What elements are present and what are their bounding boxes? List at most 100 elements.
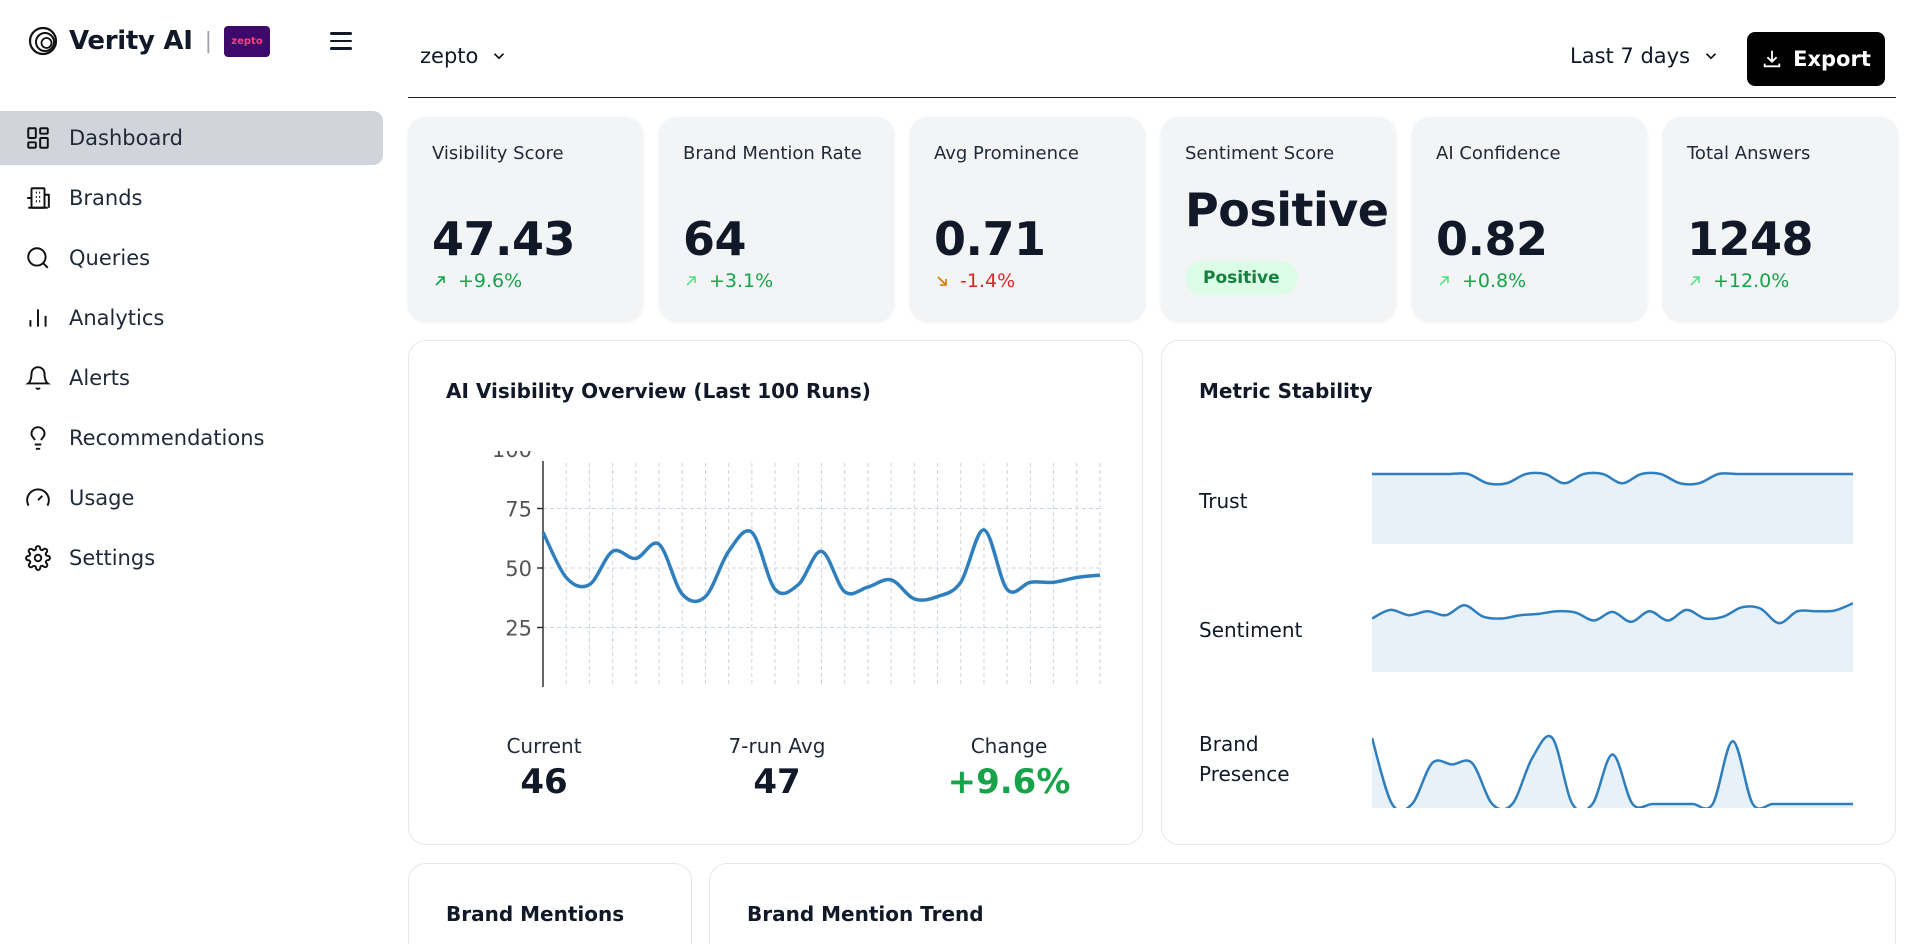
brand-select[interactable]: zepto <box>420 44 508 68</box>
export-button[interactable]: Export <box>1747 32 1885 86</box>
summary-avg: 7-run Avg 47 <box>677 734 877 802</box>
stat-label: Visibility Score <box>432 143 564 164</box>
summary-label: Current <box>506 734 582 758</box>
sidebar: Verity AI | zepto Dashboard Brands Queri… <box>0 0 396 944</box>
stat-value: 0.71 <box>934 212 1046 266</box>
bar-chart-icon <box>29 309 47 327</box>
y-tick-label: 100 <box>492 451 532 462</box>
chevron-down-icon <box>494 53 505 60</box>
sparkline-line <box>1372 471 1853 486</box>
sidebar-item-alerts[interactable]: Alerts <box>0 351 383 405</box>
summary-label: Change <box>970 734 1048 758</box>
stat-value: 47.43 <box>432 212 576 266</box>
sidebar-item-analytics[interactable]: Analytics <box>0 291 383 345</box>
series-line <box>541 528 1101 604</box>
arrow-up-right-icon <box>1439 276 1449 286</box>
export-label: Export <box>1793 47 1871 71</box>
stat-label: AI Confidence <box>1436 143 1561 164</box>
sidebar-item-label: Queries <box>69 246 151 270</box>
sentiment-badge: Positive <box>1185 261 1298 295</box>
stat-change-value: +9.6% <box>458 270 523 292</box>
app-name: Verity AI <box>69 26 193 56</box>
summary-label: 7-run Avg <box>728 734 826 758</box>
summary-value: 47 <box>753 762 801 802</box>
stat-label: Brand Mention Rate <box>683 143 862 164</box>
logo[interactable]: Verity AI | zepto <box>28 24 271 58</box>
y-tick-label: 75 <box>505 498 532 522</box>
stat-change-value: +0.8% <box>1462 270 1527 292</box>
metric-label-trust: Trust <box>1199 489 1248 513</box>
sidebar-item-settings[interactable]: Settings <box>0 531 383 585</box>
chevron-down-icon <box>1705 53 1717 60</box>
gauge-icon <box>26 488 50 507</box>
metric-label-brand-presence: Brand Presence <box>1199 732 1290 786</box>
stat-card-ai-confidence: AI Confidence 0.82 +0.8% <box>1412 117 1647 321</box>
stat-card-avg-prominence: Avg Prominence 0.71 -1.4% <box>910 117 1145 321</box>
sidebar-item-usage[interactable]: Usage <box>0 471 383 525</box>
search-icon <box>27 247 49 269</box>
panel-title: AI Visibility Overview (Last 100 Runs) <box>446 379 871 403</box>
stat-value: 0.82 <box>1436 212 1548 266</box>
date-range-value: Last 7 days <box>1570 44 1691 68</box>
date-range-select[interactable]: Last 7 days <box>1570 44 1720 68</box>
summary-value: 46 <box>520 762 568 802</box>
summary-current: Current 46 <box>444 734 644 802</box>
stat-label: Avg Prominence <box>934 143 1080 164</box>
stat-label: Sentiment Score <box>1185 143 1335 164</box>
verity-logo-icon <box>28 26 58 56</box>
gear-icon <box>25 545 51 571</box>
arrow-down-right-icon <box>937 276 947 286</box>
panel-title: Brand Mention Trend <box>747 902 984 926</box>
stat-change-value: -1.4% <box>960 270 1016 292</box>
brand-select-value: zepto <box>420 44 479 68</box>
sidebar-item-label: Dashboard <box>69 126 183 150</box>
logo-separator: | <box>204 28 213 54</box>
chart-grid <box>542 463 1101 687</box>
sidebar-nav: Dashboard Brands Queries Analytics Alert… <box>0 111 383 591</box>
brand-presence-sparkline <box>1372 734 1853 808</box>
arrow-up-right-icon <box>435 276 445 286</box>
stat-card-brand-mention-rate: Brand Mention Rate 64 +3.1% <box>659 117 894 321</box>
top-bar: zepto Last 7 days Export <box>408 24 1896 98</box>
sparkline-line <box>1372 602 1853 625</box>
stat-change: +0.8% <box>1436 270 1526 292</box>
dashboard-icon <box>27 127 49 149</box>
sidebar-item-dashboard[interactable]: Dashboard <box>0 111 383 165</box>
sparkline-area <box>1372 472 1853 544</box>
sidebar-item-label: Brands <box>69 186 143 210</box>
y-tick-label: 25 <box>505 617 532 641</box>
stat-value: 64 <box>683 212 747 266</box>
panel-title: Metric Stability <box>1199 379 1373 403</box>
sentiment-sparkline <box>1372 602 1853 672</box>
panel-title: Brand Mentions <box>446 902 625 926</box>
brand-mention-trend-panel: Brand Mention Trend <box>709 863 1896 944</box>
sidebar-item-label: Settings <box>69 546 156 570</box>
summary-value: +9.6% <box>947 762 1071 802</box>
stat-change: +12.0% <box>1687 270 1789 292</box>
menu-toggle-icon[interactable] <box>330 26 360 56</box>
stat-change-value: +12.0% <box>1713 270 1790 292</box>
sidebar-item-recommendations[interactable]: Recommendations <box>0 411 383 465</box>
metric-stability-panel: Metric Stability Trust Sentiment Brand P… <box>1161 340 1896 845</box>
y-tick-label: 50 <box>505 557 532 581</box>
sidebar-item-brands[interactable]: Brands <box>0 171 383 225</box>
stat-change: +9.6% <box>432 270 522 292</box>
sparkline-area <box>1372 736 1853 808</box>
download-icon <box>1763 50 1781 68</box>
stat-card-visibility-score: Visibility Score 47.43 +9.6% <box>408 117 643 321</box>
brand-mentions-panel: Brand Mentions <box>408 863 692 944</box>
visibility-overview-panel: AI Visibility Overview (Last 100 Runs) 1… <box>408 340 1143 845</box>
bell-icon <box>25 366 51 390</box>
sidebar-item-queries[interactable]: Queries <box>0 231 383 285</box>
stat-card-total-answers: Total Answers 1248 +12.0% <box>1663 117 1898 321</box>
stat-change: -1.4% <box>934 270 1015 292</box>
stat-value: Positive <box>1185 183 1389 237</box>
sidebar-item-label: Recommendations <box>69 426 265 450</box>
brand-badge: zepto <box>224 25 271 57</box>
arrow-up-right-icon <box>1690 276 1700 286</box>
sparkline-area <box>1372 603 1853 672</box>
stat-card-sentiment-score: Sentiment Score Positive Positive <box>1161 117 1396 321</box>
sidebar-item-label: Analytics <box>69 306 165 330</box>
sparkline-line <box>1372 734 1853 808</box>
stat-change-value: +3.1% <box>709 270 774 292</box>
